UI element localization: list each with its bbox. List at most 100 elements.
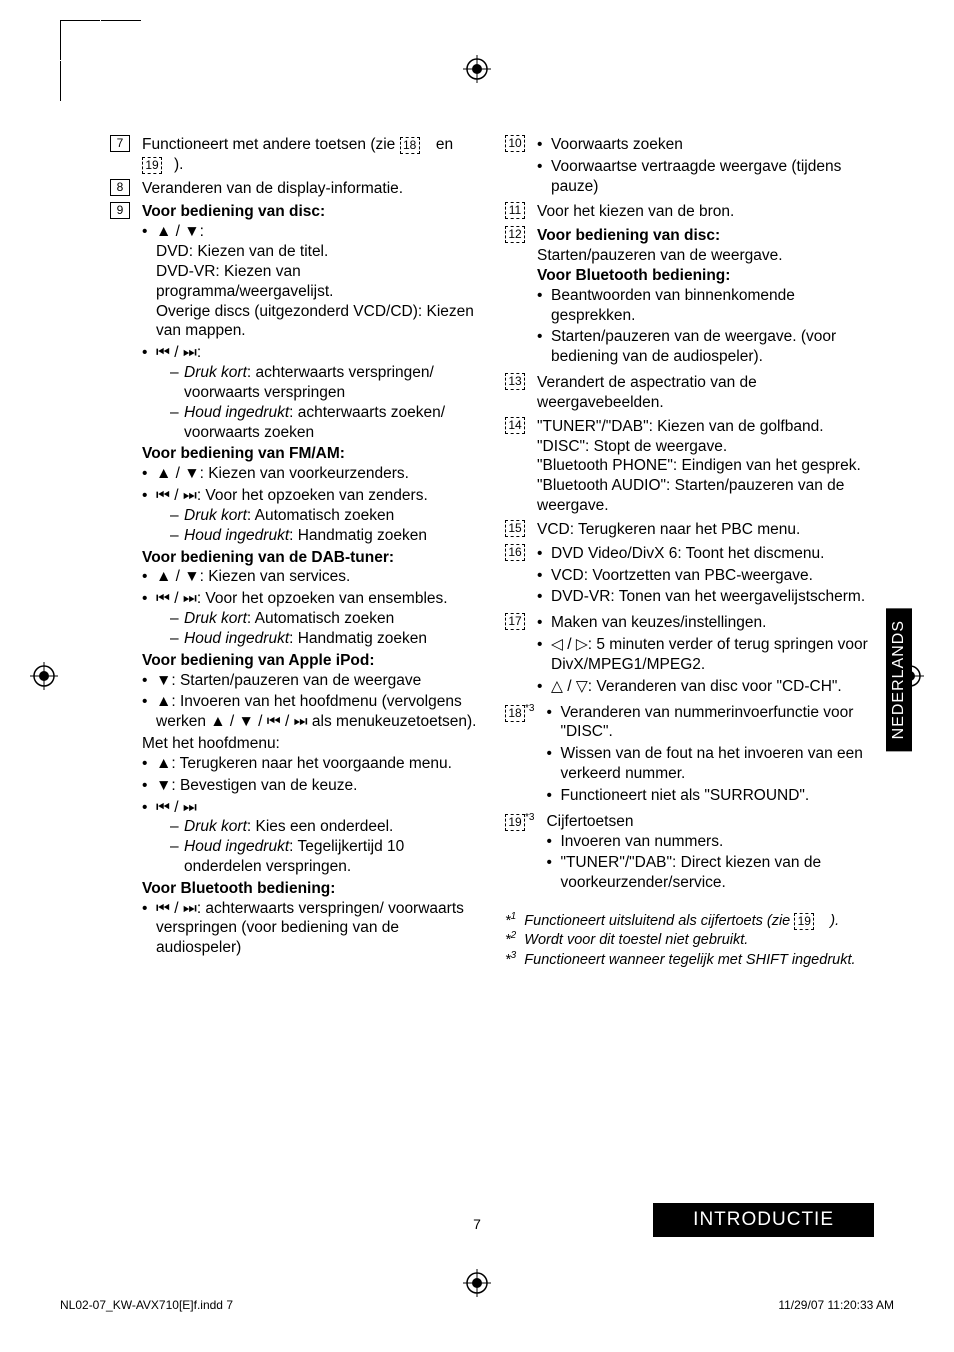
heading: Voor Bluetooth bediening: — [537, 266, 874, 286]
crop-mark — [60, 20, 100, 60]
list-item: DVD-VR: Tonen van het weergavelijstscher… — [537, 587, 874, 607]
text: VCD: Terugkeren naar het PBC menu. — [537, 520, 874, 540]
list-item: ▲: Terugkeren naar het voorgaande menu. — [142, 754, 479, 774]
heading: Voor bediening van disc: — [142, 202, 479, 222]
ref-box: 16 — [505, 544, 525, 561]
list-item: ▲ / ▼: DVD: Kiezen van de titel. DVD-VR:… — [142, 222, 479, 341]
text: Veranderen van de display-informatie. — [142, 179, 479, 199]
item-16: 16 DVD Video/DivX 6: Toont het discmenu.… — [505, 544, 874, 609]
page-number: 7 — [473, 1216, 481, 1232]
registration-mark-icon — [463, 1269, 491, 1297]
list-item: Druk kort: Automatisch zoeken — [170, 609, 479, 629]
ref-box: 18 — [400, 137, 420, 154]
list-item: ▲ / ▼: Kiezen van services. — [142, 567, 479, 587]
t: "Bluetooth AUDIO": Starten/pauzeren van … — [537, 476, 874, 516]
print-slug: NL02-07_KW-AVX710[E]f.indd 7 11/29/07 11… — [60, 1298, 894, 1312]
footnote: *1 Functioneert uitsluitend als cijferto… — [505, 911, 874, 969]
list-item: ▼: Starten/pauzeren van de weergave — [142, 671, 479, 691]
t: Druk kort — [184, 507, 247, 524]
t: ⏮ / ⏭: Voor het opzoeken van zenders. — [156, 487, 428, 504]
ref-box: 19 — [505, 814, 525, 831]
ref-box: 12 — [505, 226, 525, 243]
sup: 2 — [511, 930, 517, 941]
t: ⏮ / ⏭: Voor het opzoeken van ensembles. — [156, 590, 448, 607]
ref-box: 10 — [505, 135, 525, 152]
ref-box: 7 — [110, 135, 130, 152]
list-item: Veranderen van nummerinvoerfunctie voor … — [546, 703, 874, 743]
item-18: 18*3 Veranderen van nummerinvoerfunctie … — [505, 703, 874, 808]
list-item: ⏮ / ⏭: achterwaarts verspringen/ voorwaa… — [142, 899, 479, 958]
item-12: 12 Voor bediening van disc: Starten/pauz… — [505, 226, 874, 369]
t: : Handmatig zoeken — [289, 630, 427, 647]
registration-mark-icon — [463, 55, 491, 83]
spacer — [505, 899, 874, 911]
list-item: Druk kort: Automatisch zoeken — [170, 506, 479, 526]
item-17: 17 Maken van keuzes/instellingen. ◁ / ▷:… — [505, 613, 874, 698]
list-item: ⏮ / ⏭ Druk kort: Kies een onderdeel. Hou… — [142, 798, 479, 877]
ref-box: 19 — [142, 157, 162, 174]
list-item: Maken van keuzes/instellingen. — [537, 613, 874, 633]
t: Functioneert met andere toetsen (zie — [142, 136, 400, 153]
t: "DISC": Stopt de weergave. — [537, 437, 874, 457]
t: Houd ingedrukt — [184, 404, 289, 421]
ref-box: 9 — [110, 202, 130, 219]
item-14: 14 "TUNER"/"DAB": Kiezen van de golfband… — [505, 417, 874, 516]
text: Maken van keuzes/instellingen. ◁ / ▷: 5 … — [537, 613, 874, 698]
text: Voor het kiezen van de bron. — [537, 202, 874, 222]
list-item: ⏮ / ⏭: Voor het opzoeken van ensembles. … — [142, 589, 479, 648]
ref-box: 14 — [505, 417, 525, 434]
text: Verandert de aspectratio van de weergave… — [537, 373, 874, 413]
list-item: DVD Video/DivX 6: Toont het discmenu. — [537, 544, 874, 564]
list-item: ▲ / ▼: Kiezen van voorkeurzenders. — [142, 464, 479, 484]
ref-box: 13 — [505, 373, 525, 390]
list-item: Houd ingedrukt: Handmatig zoeken — [170, 629, 479, 649]
t: Met het hoofdmenu: — [142, 734, 479, 754]
text: Cijfertoetsen Invoeren van nummers. "TUN… — [546, 812, 874, 895]
list-item: ▲: Invoeren van het hoofdmenu (vervolgen… — [142, 692, 479, 732]
t: Druk kort — [184, 364, 247, 381]
item-11: 11 Voor het kiezen van de bron. — [505, 202, 874, 222]
list-item: ◁ / ▷: 5 minuten verder of terug springe… — [537, 635, 874, 675]
language-tab: NEDERLANDS — [886, 608, 912, 751]
t: Houd ingedrukt — [184, 838, 289, 855]
list-item: VCD: Voortzetten van PBC-weergave. — [537, 566, 874, 586]
list-item: Starten/pauzeren van de weergave. (voor … — [537, 327, 874, 367]
item-8: 8 Veranderen van de display-informatie. — [110, 179, 479, 199]
t: en — [432, 136, 454, 153]
list-item: "TUNER"/"DAB": Direct kiezen van de voor… — [546, 853, 874, 893]
list-item: △ / ▽: Veranderen van disc voor "CD-CH". — [537, 677, 874, 697]
item-15: 15 VCD: Terugkeren naar het PBC menu. — [505, 520, 874, 540]
heading: Voor Bluetooth bediening: — [142, 879, 479, 899]
t: Druk kort — [184, 818, 247, 835]
ref-box: 18 — [505, 705, 525, 722]
page-content: 7 Functioneert met andere toetsen (zie 1… — [110, 135, 874, 969]
t: Cijfertoetsen — [546, 813, 633, 830]
ref-box: 17 — [505, 613, 525, 630]
ref-wrap: 18*3 — [505, 703, 534, 723]
item-9: 9 Voor bediening van disc: ▲ / ▼: DVD: K… — [110, 202, 479, 960]
list-item: Houd ingedrukt: Tegelijkertijd 10 onderd… — [170, 837, 479, 877]
t: Functioneert wanneer tegelijk met SHIFT … — [524, 952, 855, 968]
t: ). — [174, 156, 183, 173]
list-item: Beantwoorden van binnenkomende gesprekke… — [537, 286, 874, 326]
list-item: ⏮ / ⏭: Voor het opzoeken van zenders. Dr… — [142, 486, 479, 545]
list-item: Wissen van de fout na het invoeren van e… — [546, 744, 874, 784]
text: Voor bediening van disc: Starten/pauzere… — [537, 226, 874, 369]
list-item: ▼: Bevestigen van de keuze. — [142, 776, 479, 796]
text: Voor bediening van disc: ▲ / ▼: DVD: Kie… — [142, 202, 479, 960]
t: : Automatisch zoeken — [247, 610, 394, 627]
t: DVD: Kiezen van de titel. — [156, 242, 479, 262]
item-13: 13 Verandert de aspectratio van de weerg… — [505, 373, 874, 413]
text: "TUNER"/"DAB": Kiezen van de golfband. "… — [537, 417, 874, 516]
slug-file: NL02-07_KW-AVX710[E]f.indd 7 — [60, 1298, 233, 1312]
item-7: 7 Functioneert met andere toetsen (zie 1… — [110, 135, 479, 175]
t: "TUNER"/"DAB": Kiezen van de golfband. — [537, 417, 874, 437]
list-item: Invoeren van nummers. — [546, 832, 874, 852]
ref-box: 8 — [110, 179, 130, 196]
sup: 3 — [511, 950, 517, 961]
t: Houd ingedrukt — [184, 527, 289, 544]
t: : Automatisch zoeken — [247, 507, 394, 524]
list-item: Voorwaarts zoeken — [537, 135, 874, 155]
heading: Voor bediening van de DAB-tuner: — [142, 548, 479, 568]
list-item: Druk kort: Kies een onderdeel. — [170, 817, 479, 837]
